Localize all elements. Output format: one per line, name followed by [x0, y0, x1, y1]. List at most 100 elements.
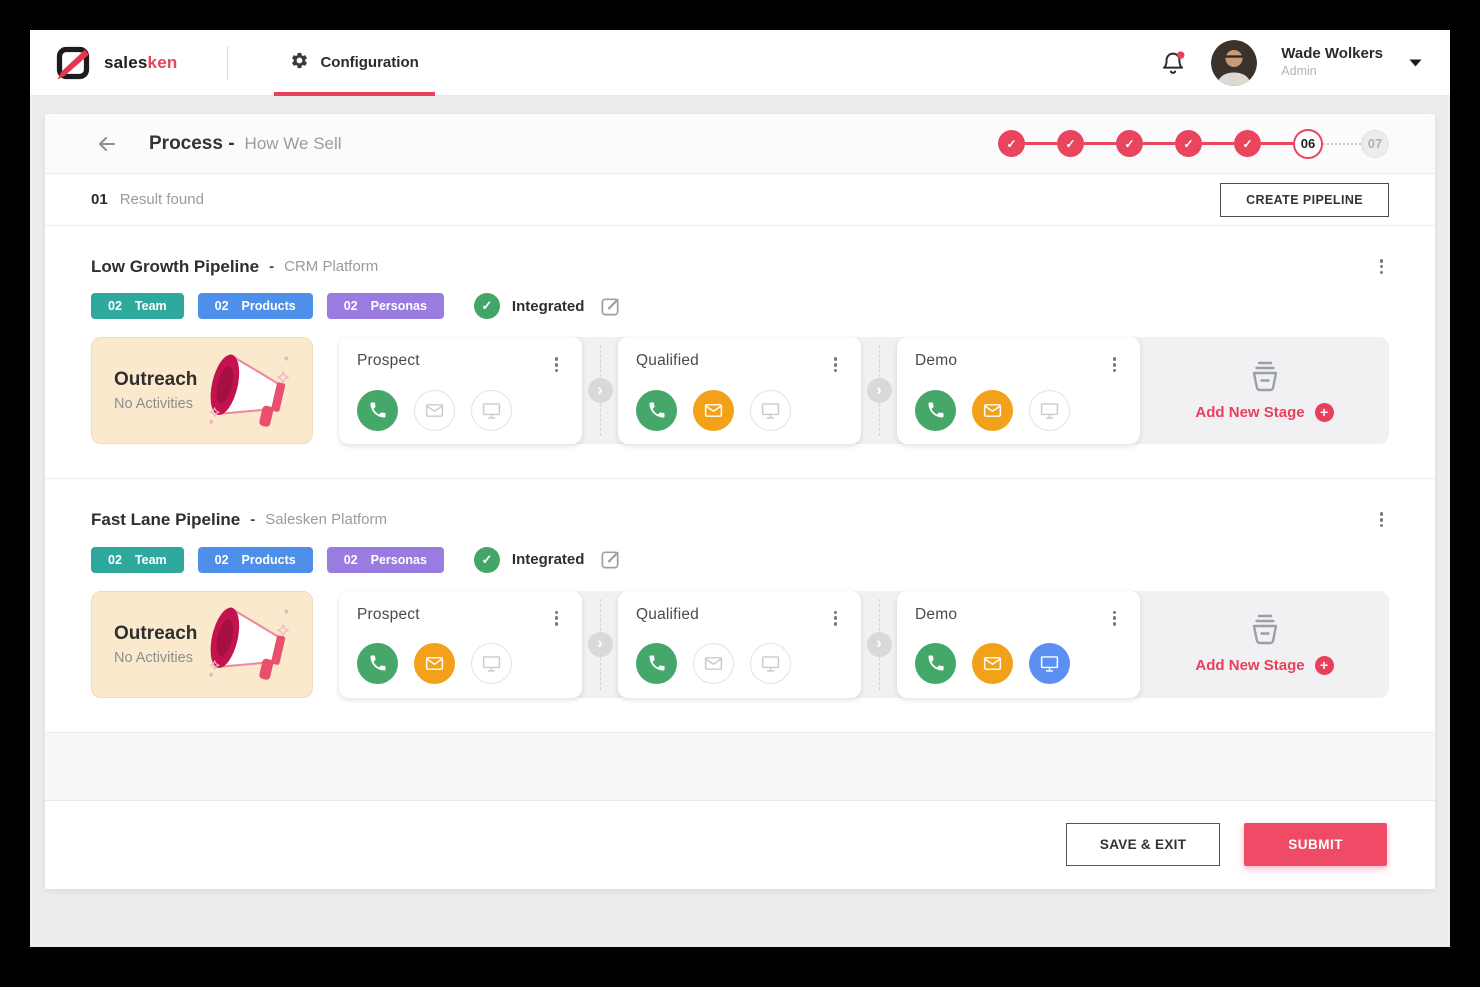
create-pipeline-button[interactable]: CREATE PIPELINE — [1220, 182, 1389, 217]
outreach-subtitle: No Activities — [114, 649, 193, 666]
team-badge[interactable]: 02 Team — [91, 546, 184, 573]
email-channel-icon[interactable] — [414, 642, 455, 684]
screen-channel-icon[interactable] — [750, 642, 791, 684]
pipeline-cards-row: Outreach No Activities — [91, 590, 1389, 698]
step-connector — [1143, 142, 1175, 145]
stages-lane: Prospect Qualified — [339, 590, 1389, 698]
step-next[interactable]: 07 — [1361, 129, 1389, 158]
edit-icon[interactable] — [599, 548, 622, 571]
phone-channel-icon[interactable] — [636, 642, 677, 684]
stage-card-demo: Demo — [897, 337, 1140, 445]
add-new-stage-button[interactable]: Add New Stage — [1140, 337, 1389, 444]
header-divider — [227, 45, 229, 80]
stage-name: Qualified — [636, 352, 699, 370]
integrated-label: Integrated — [511, 297, 585, 315]
chevron-right-icon[interactable] — [866, 631, 892, 657]
save-exit-button[interactable]: SAVE & EXIT — [1065, 823, 1221, 866]
pipeline-section-low-growth: Low Growth Pipeline - CRM Platform 02 Tea… — [45, 226, 1435, 480]
integrated-status: Integrated — [473, 546, 584, 573]
phone-channel-icon[interactable] — [915, 642, 956, 684]
email-channel-icon[interactable] — [693, 642, 734, 684]
step-current[interactable]: 06 — [1293, 128, 1323, 159]
screen-channel-icon[interactable] — [750, 389, 791, 431]
add-new-stage-label: Add New Stage — [1195, 657, 1305, 674]
personas-badge[interactable]: 02 Personas — [326, 293, 444, 320]
avatar[interactable] — [1211, 39, 1258, 86]
pipeline-menu-icon[interactable] — [1374, 254, 1390, 279]
email-channel-icon[interactable] — [693, 389, 734, 431]
stage-card-prospect: Prospect — [339, 337, 582, 445]
screen-channel-icon[interactable] — [471, 642, 512, 684]
outreach-card[interactable]: Outreach No Activities — [91, 590, 313, 698]
chevron-right-icon[interactable] — [587, 631, 613, 657]
products-badge[interactable]: 02 Products — [197, 293, 313, 320]
app-window: salesken Configuration — [30, 30, 1450, 947]
phone-channel-icon[interactable] — [357, 389, 398, 431]
step-connector-dotted — [1323, 142, 1361, 145]
tab-configuration[interactable]: Configuration — [274, 30, 435, 96]
phone-channel-icon[interactable] — [915, 389, 956, 431]
step-done-5[interactable] — [1234, 130, 1261, 157]
screen-channel-icon[interactable] — [471, 389, 512, 431]
add-new-stage-label: Add New Stage — [1195, 403, 1305, 421]
chevron-right-icon[interactable] — [866, 378, 892, 404]
stage-name: Prospect — [357, 352, 420, 370]
edit-icon[interactable] — [599, 295, 622, 318]
stage-menu-icon[interactable] — [828, 606, 844, 631]
stage-connector — [861, 337, 897, 444]
outreach-title: Outreach — [114, 622, 198, 644]
screen-channel-icon[interactable] — [1029, 389, 1070, 431]
pipeline-menu-icon[interactable] — [1374, 507, 1390, 532]
email-channel-icon[interactable] — [972, 389, 1013, 431]
team-badge[interactable]: 02 Team — [91, 293, 184, 320]
salesken-logo-icon — [56, 46, 90, 79]
spacer-band — [45, 732, 1435, 801]
pipeline-platform: CRM Platform — [284, 258, 379, 276]
email-channel-icon[interactable] — [972, 642, 1013, 684]
step-done-1[interactable] — [998, 130, 1025, 157]
stage-menu-icon[interactable] — [1107, 352, 1123, 377]
pipeline-dash: - — [269, 258, 275, 276]
step-connector — [1025, 142, 1057, 145]
outreach-text: Outreach No Activities — [114, 369, 197, 412]
screen-channel-icon[interactable] — [1029, 642, 1070, 684]
header-user-area: Wade Wolkers Admin — [1159, 39, 1422, 86]
stage-menu-icon[interactable] — [549, 606, 565, 631]
stage-menu-icon[interactable] — [828, 352, 844, 377]
chevron-down-icon[interactable] — [1409, 59, 1422, 67]
step-connector — [1261, 142, 1293, 145]
stage-connector — [582, 337, 618, 444]
step-done-2[interactable] — [1057, 130, 1084, 157]
stage-menu-icon[interactable] — [549, 352, 565, 377]
notifications-bell-icon[interactable] — [1159, 49, 1187, 77]
step-done-4[interactable] — [1175, 130, 1202, 157]
stage-card-prospect: Prospect — [339, 590, 582, 698]
submit-button[interactable]: SUBMIT — [1244, 823, 1387, 866]
step-done-3[interactable] — [1116, 130, 1143, 157]
step-connector — [1084, 142, 1116, 145]
tab-configuration-label: Configuration — [320, 53, 419, 71]
phone-channel-icon[interactable] — [636, 389, 677, 431]
outreach-card[interactable]: Outreach No Activities — [91, 337, 313, 445]
results-bar: 01 Result found CREATE PIPELINE — [45, 174, 1435, 226]
stage-card-qualified: Qualified — [618, 337, 861, 445]
stage-menu-icon[interactable] — [1107, 606, 1123, 631]
pipeline-name: Fast Lane Pipeline — [91, 509, 241, 529]
back-arrow-icon[interactable] — [95, 132, 119, 156]
pipeline-cards-row: Outreach No Activities — [91, 337, 1389, 445]
chevron-right-icon[interactable] — [587, 378, 613, 404]
footer-actions: SAVE & EXIT SUBMIT — [45, 801, 1435, 889]
personas-badge[interactable]: 02 Personas — [326, 546, 444, 573]
email-channel-icon[interactable] — [414, 389, 455, 431]
phone-channel-icon[interactable] — [357, 642, 398, 684]
step-connector — [1202, 142, 1234, 145]
stage-card-demo: Demo — [897, 590, 1140, 698]
results-label: Result found — [119, 191, 204, 208]
brand-name: salesken — [104, 52, 178, 72]
outreach-subtitle: No Activities — [114, 396, 193, 413]
add-new-stage-button[interactable]: Add New Stage — [1140, 591, 1389, 698]
brand-logo[interactable]: salesken — [55, 45, 177, 81]
user-info[interactable]: Wade Wolkers Admin — [1281, 45, 1383, 79]
products-badge[interactable]: 02 Products — [197, 546, 313, 573]
integrated-status: Integrated — [473, 293, 585, 320]
